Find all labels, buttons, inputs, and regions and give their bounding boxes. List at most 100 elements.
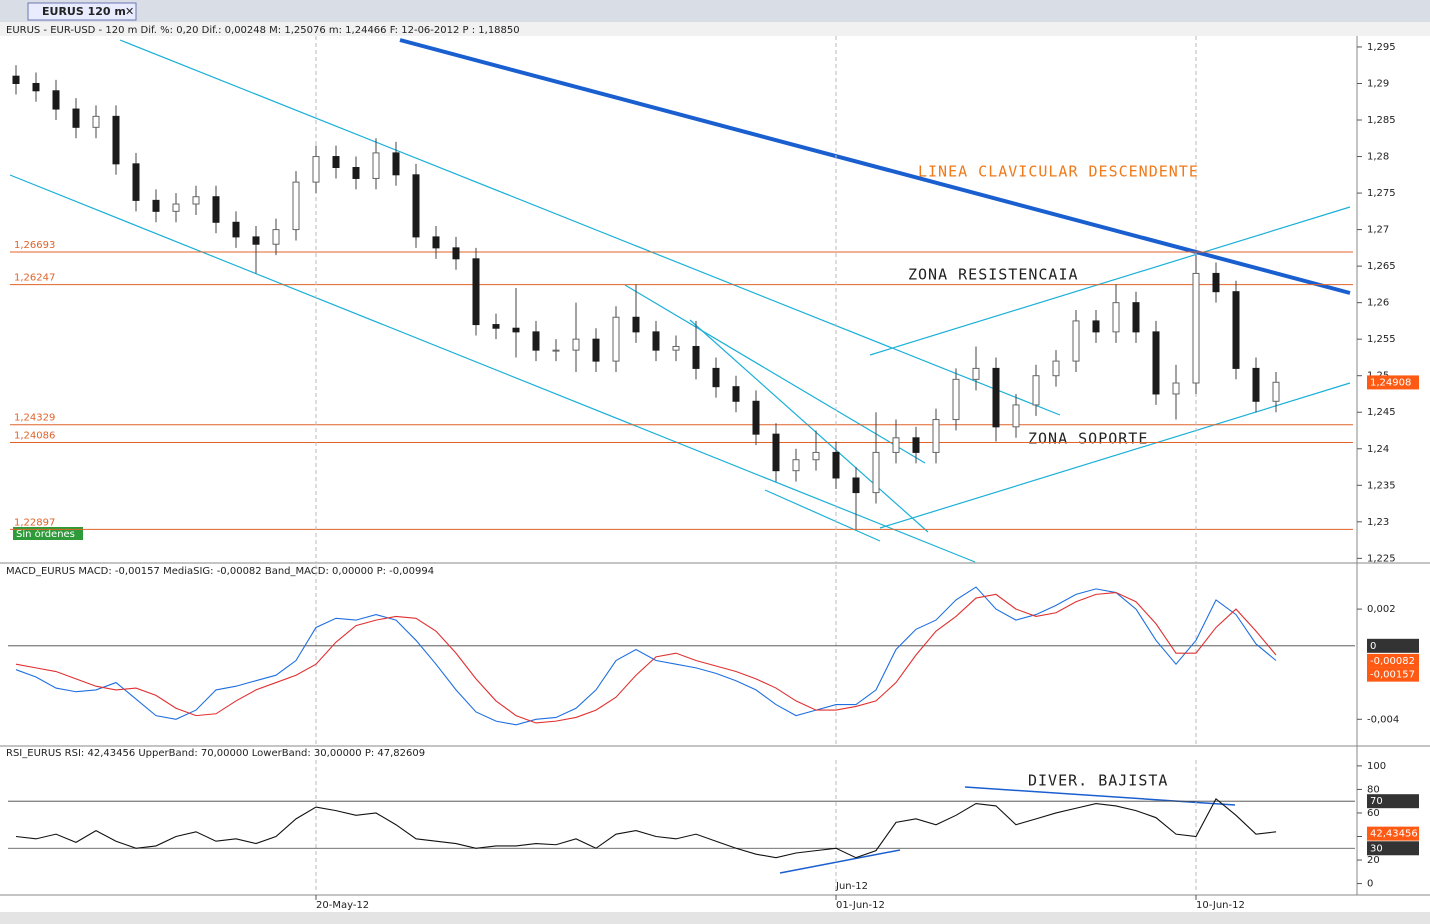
orders-text: Sin órdenes: [16, 528, 75, 540]
candle-body: [12, 75, 20, 84]
value-tag: [1367, 794, 1419, 809]
y-tick-label: 1,23: [1367, 517, 1389, 528]
candle-body: [652, 331, 660, 351]
candle-body: [1032, 375, 1040, 406]
macd-header: MACD_EURUS MACD: -0,00157 MediaSIG: -0,0…: [6, 566, 434, 577]
candle-body: [32, 82, 40, 92]
candle-body: [912, 437, 920, 453]
y-tick-label: 1,265: [1367, 261, 1396, 272]
candle-body: [452, 247, 460, 260]
candle-body: [172, 203, 180, 212]
trend-line: [689, 319, 929, 533]
candle-body: [412, 174, 420, 238]
y-tick-label: 1,24: [1367, 444, 1389, 455]
candle-body: [292, 181, 300, 231]
candle-body: [692, 345, 700, 369]
candle-body: [632, 316, 640, 333]
candle-body: [992, 367, 1000, 428]
candle-body: [232, 221, 240, 238]
rsi-header: RSI_EURUS RSI: 42,43456 UpperBand: 70,00…: [6, 748, 425, 759]
y-tick-label: 1,255: [1367, 334, 1396, 345]
candle-body: [1052, 360, 1060, 377]
series-line: [15, 591, 1277, 724]
candle-body: [532, 331, 540, 351]
trend-line: [869, 206, 1351, 356]
neckline: [399, 38, 1351, 295]
candle-body: [1152, 331, 1160, 395]
candle-body: [132, 163, 140, 201]
y-tick-label: 1,225: [1367, 553, 1396, 564]
y-tick-label: 0,002: [1367, 604, 1396, 615]
candle-body: [1232, 291, 1240, 369]
y-tick-label: 80: [1367, 784, 1380, 795]
y-tick-label: 60: [1367, 808, 1380, 819]
candle-body: [1252, 367, 1260, 402]
candle-body: [212, 196, 220, 223]
value-tag: [1367, 638, 1419, 653]
candle-body: [712, 367, 720, 388]
value-tag: [1367, 653, 1419, 668]
candle-body: [1132, 302, 1140, 333]
candle-body: [1092, 320, 1100, 333]
candle-body: [972, 367, 980, 380]
tab[interactable]: [27, 2, 137, 21]
x-major-label: Jun-12: [835, 881, 868, 892]
value-tag-label: -0,00157: [1370, 670, 1415, 681]
trend-line: [119, 39, 1061, 416]
candle-body: [872, 451, 880, 494]
level-label: 1,26247: [14, 273, 55, 284]
y-tick-label: -0,004: [1367, 714, 1399, 725]
x-tick-label: 01-Jun-12: [836, 900, 885, 911]
value-tag: [1367, 841, 1419, 856]
candle-body: [112, 115, 120, 165]
y-tick-label: 1,26: [1367, 298, 1389, 309]
candle-body: [812, 451, 820, 461]
divergence-line: [964, 786, 1236, 806]
y-tick-label: 1,285: [1367, 115, 1396, 126]
x-tick-label: 20-May-12: [316, 900, 369, 911]
value-tag-label: 42,43456: [1370, 829, 1418, 840]
y-tick-label: 1,295: [1367, 42, 1396, 53]
annotation: LINEA CLAVICULAR DESCENDENTE: [918, 163, 1199, 181]
trend-lines: [9, 39, 1351, 563]
candle-body: [432, 236, 440, 249]
value-tag-label: 1,24908: [1370, 377, 1411, 388]
y-tick-label: 20: [1367, 855, 1380, 866]
scroll-bar[interactable]: [0, 912, 1430, 924]
tab-close[interactable]: ✕: [125, 5, 134, 18]
header-bar: [0, 22, 1430, 36]
value-tag-label: 70: [1370, 796, 1383, 807]
series-line: [15, 797, 1277, 859]
level-label: 1,22897: [14, 517, 55, 528]
tab-bar: [0, 0, 1430, 22]
trend-line: [624, 284, 926, 464]
y-tick-label: 100: [1367, 761, 1386, 772]
candle-body: [352, 167, 360, 179]
value-tag-label: -0,00082: [1370, 656, 1415, 667]
candle-body: [752, 400, 760, 435]
candle-body: [672, 345, 680, 351]
candle-body: [772, 433, 780, 472]
candle-body: [92, 115, 100, 128]
y-tick-label: 1,28: [1367, 152, 1389, 163]
candle-body: [832, 451, 840, 479]
level-label: 1,26693: [14, 240, 55, 251]
value-tag: [1367, 375, 1419, 390]
annotation: ZONA SOPORTE: [1028, 430, 1148, 448]
candle-body: [1192, 272, 1200, 384]
candle-body: [1212, 272, 1220, 293]
candle-body: [52, 90, 60, 110]
y-tick-label: 0: [1367, 879, 1373, 890]
level-label: 1,24086: [14, 430, 55, 441]
annotation: DIVER. BAJISTA: [1028, 772, 1168, 790]
candle-body: [1012, 404, 1020, 428]
y-tick-label: 1,27: [1367, 225, 1389, 236]
x-tick-label: 10-Jun-12: [1196, 900, 1245, 911]
trend-line: [879, 382, 1351, 529]
candle-body: [152, 199, 160, 212]
level-label: 1,24329: [14, 413, 55, 424]
candle-body: [332, 156, 340, 169]
candle-body: [892, 437, 900, 453]
tab-title: EURUS 120 m: [42, 5, 126, 18]
series-line: [15, 586, 1277, 726]
